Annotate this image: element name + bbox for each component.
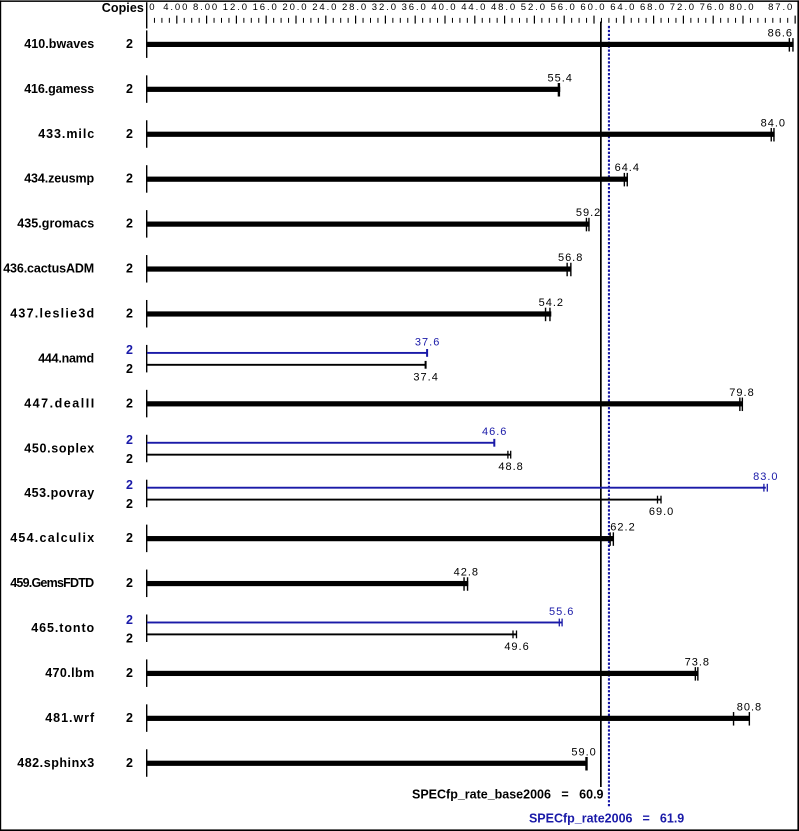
svg-text:79.8: 79.8 <box>729 387 753 399</box>
svg-text:482.sphinx3: 482.sphinx3 <box>17 756 94 770</box>
svg-text:49.6: 49.6 <box>504 641 528 653</box>
svg-text:36.0: 36.0 <box>402 2 426 13</box>
svg-text:454.calculix: 454.calculix <box>10 531 94 545</box>
svg-text:470.lbm: 470.lbm <box>45 666 94 680</box>
svg-text:2: 2 <box>126 82 133 96</box>
svg-text:69.0: 69.0 <box>649 506 673 518</box>
svg-text:0: 0 <box>149 2 154 13</box>
svg-text:2: 2 <box>126 433 133 447</box>
svg-text:32.0: 32.0 <box>372 2 396 13</box>
svg-text:52.0: 52.0 <box>521 2 545 13</box>
svg-text:437.leslie3d: 437.leslie3d <box>10 306 94 320</box>
svg-text:2: 2 <box>126 711 133 725</box>
svg-text:42.8: 42.8 <box>454 567 478 579</box>
svg-text:44.0: 44.0 <box>461 2 485 13</box>
svg-text:80.0: 80.0 <box>729 2 753 13</box>
svg-text:60.0: 60.0 <box>580 2 604 13</box>
svg-text:76.0: 76.0 <box>700 2 724 13</box>
svg-text:SPECfp_rate2006 = 61.9: SPECfp_rate2006 = 61.9 <box>529 812 684 826</box>
svg-text:28.0: 28.0 <box>342 2 366 13</box>
svg-text:80.8: 80.8 <box>737 701 761 713</box>
svg-text:12.0: 12.0 <box>223 2 247 13</box>
svg-text:2: 2 <box>126 172 133 186</box>
svg-text:72.0: 72.0 <box>670 2 694 13</box>
svg-text:83.0: 83.0 <box>753 471 777 483</box>
svg-text:48.0: 48.0 <box>491 2 515 13</box>
svg-text:56.0: 56.0 <box>551 2 575 13</box>
svg-text:59.2: 59.2 <box>576 207 600 219</box>
svg-text:59.0: 59.0 <box>571 746 595 758</box>
svg-text:37.4: 37.4 <box>413 371 437 383</box>
svg-text:2: 2 <box>126 666 133 680</box>
svg-text:433.milc: 433.milc <box>38 127 94 141</box>
svg-text:84.0: 84.0 <box>761 117 785 129</box>
svg-text:410.bwaves: 410.bwaves <box>24 37 94 51</box>
svg-text:416.gamess: 416.gamess <box>24 82 94 96</box>
svg-text:2: 2 <box>126 37 133 51</box>
svg-text:37.6: 37.6 <box>415 336 439 348</box>
svg-text:68.0: 68.0 <box>640 2 664 13</box>
svg-text:2: 2 <box>126 452 133 466</box>
svg-text:481.wrf: 481.wrf <box>45 711 95 725</box>
svg-text:40.0: 40.0 <box>431 2 455 13</box>
svg-text:55.6: 55.6 <box>549 606 573 618</box>
svg-text:2: 2 <box>126 262 133 276</box>
svg-text:2: 2 <box>126 127 133 141</box>
svg-text:436.cactusADM: 436.cactusADM <box>3 262 94 276</box>
svg-text:2: 2 <box>126 217 133 231</box>
svg-text:56.8: 56.8 <box>558 252 582 264</box>
svg-text:54.2: 54.2 <box>539 297 563 309</box>
svg-text:465.tonto: 465.tonto <box>31 621 94 635</box>
svg-text:48.8: 48.8 <box>498 461 522 473</box>
svg-text:450.soplex: 450.soplex <box>24 441 94 455</box>
svg-text:4.00: 4.00 <box>163 2 187 13</box>
svg-text:8.00: 8.00 <box>193 2 217 13</box>
svg-text:2: 2 <box>126 756 133 770</box>
svg-text:Copies: Copies <box>102 1 144 15</box>
svg-text:2: 2 <box>126 362 133 376</box>
svg-text:86.6: 86.6 <box>768 27 792 39</box>
svg-text:16.0: 16.0 <box>253 2 277 13</box>
svg-text:2: 2 <box>126 531 133 545</box>
svg-text:434.zeusmp: 434.zeusmp <box>24 172 94 186</box>
svg-text:2: 2 <box>126 306 133 320</box>
svg-text:2: 2 <box>126 632 133 646</box>
svg-text:2: 2 <box>126 576 133 590</box>
svg-text:447.dealII: 447.dealII <box>24 396 94 410</box>
svg-text:64.0: 64.0 <box>610 2 634 13</box>
svg-text:SPECfp_rate_base2006 = 60.9: SPECfp_rate_base2006 = 60.9 <box>412 787 604 801</box>
svg-text:453.povray: 453.povray <box>24 486 94 500</box>
svg-text:2: 2 <box>126 478 133 492</box>
svg-text:2: 2 <box>126 343 133 357</box>
svg-text:73.8: 73.8 <box>685 656 709 668</box>
svg-text:2: 2 <box>126 613 133 627</box>
svg-text:2: 2 <box>126 497 133 511</box>
svg-text:20.0: 20.0 <box>282 2 306 13</box>
svg-text:24.0: 24.0 <box>312 2 336 13</box>
svg-text:62.2: 62.2 <box>610 522 634 534</box>
svg-text:64.4: 64.4 <box>615 162 639 174</box>
svg-text:87.0: 87.0 <box>768 2 792 13</box>
svg-text:55.4: 55.4 <box>548 72 572 84</box>
svg-text:459.GemsFDTD: 459.GemsFDTD <box>10 576 94 590</box>
svg-text:444.namd: 444.namd <box>38 351 94 365</box>
svg-text:435.gromacs: 435.gromacs <box>17 217 94 231</box>
svg-text:2: 2 <box>126 396 133 410</box>
svg-text:46.6: 46.6 <box>482 426 506 438</box>
